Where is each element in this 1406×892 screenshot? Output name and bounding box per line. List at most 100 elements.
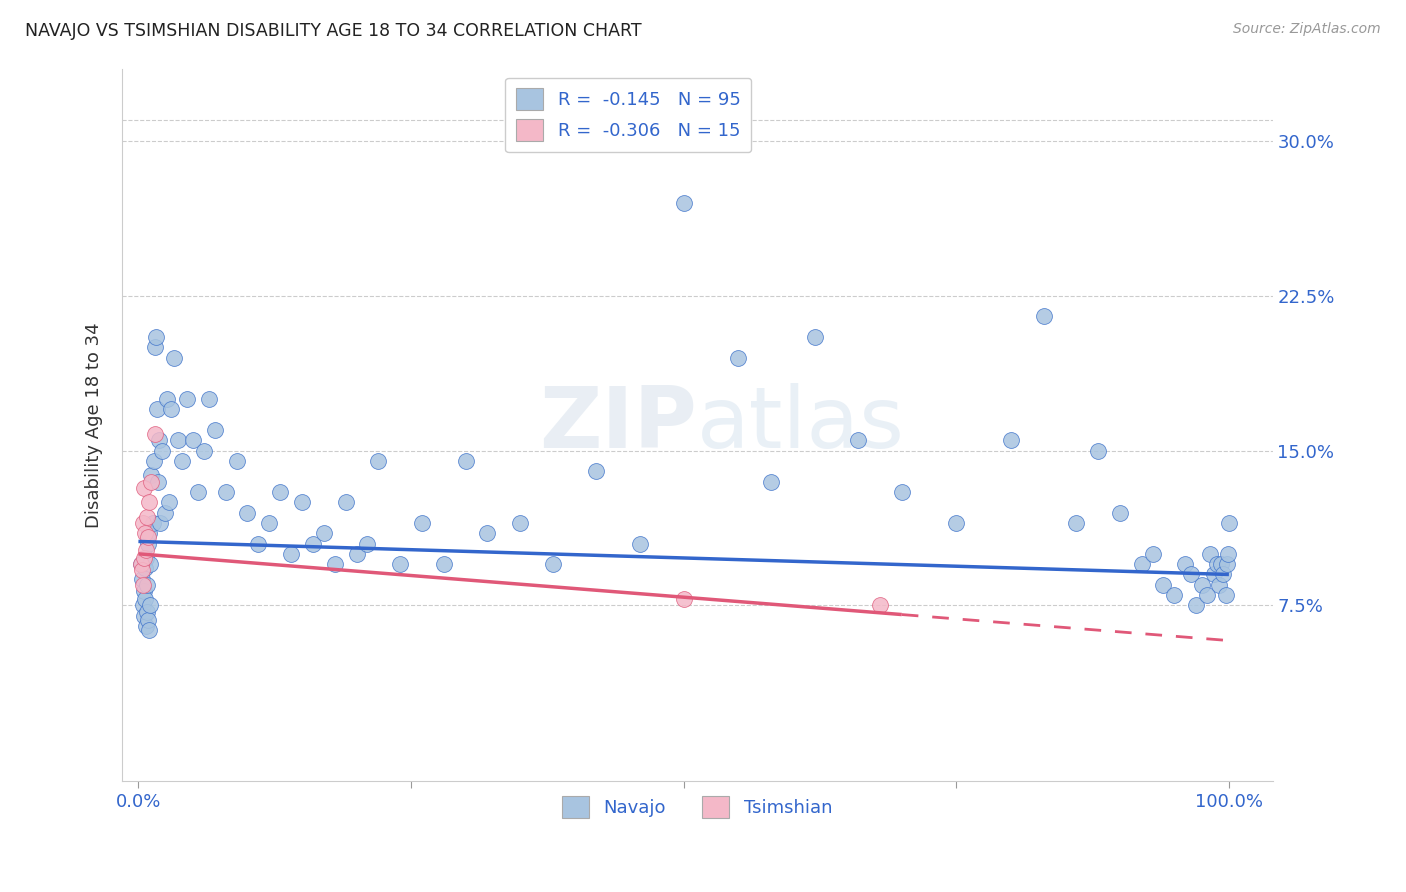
Point bbox=[132, 584, 155, 599]
Point bbox=[138, 495, 160, 509]
Point bbox=[1212, 567, 1234, 582]
Point bbox=[136, 536, 159, 550]
Point bbox=[247, 536, 270, 550]
Point bbox=[134, 561, 156, 575]
Point bbox=[132, 551, 155, 566]
Point bbox=[541, 557, 564, 571]
Point bbox=[1174, 557, 1197, 571]
Point bbox=[335, 495, 357, 509]
Point bbox=[1032, 310, 1054, 324]
Point bbox=[181, 434, 204, 448]
Point bbox=[170, 454, 193, 468]
Point bbox=[214, 484, 236, 499]
Point bbox=[628, 536, 651, 550]
Point bbox=[1211, 557, 1233, 571]
Point bbox=[142, 454, 165, 468]
Point bbox=[433, 557, 456, 571]
Point bbox=[136, 613, 159, 627]
Point bbox=[145, 330, 167, 344]
Y-axis label: Disability Age 18 to 34: Disability Age 18 to 34 bbox=[86, 322, 103, 527]
Point bbox=[129, 557, 152, 571]
Point bbox=[156, 392, 179, 406]
Point bbox=[509, 516, 531, 530]
Point bbox=[136, 530, 159, 544]
Point bbox=[1215, 588, 1237, 602]
Point bbox=[142, 516, 165, 530]
Point bbox=[135, 551, 157, 566]
Point bbox=[1208, 578, 1230, 592]
Point bbox=[136, 578, 159, 592]
Point bbox=[454, 454, 477, 468]
Point bbox=[346, 547, 368, 561]
Point bbox=[1199, 547, 1222, 561]
Point bbox=[163, 351, 186, 365]
Point bbox=[312, 526, 335, 541]
Point bbox=[759, 475, 782, 489]
Point bbox=[146, 475, 169, 489]
Point bbox=[131, 572, 153, 586]
Point bbox=[280, 547, 302, 561]
Point bbox=[1218, 516, 1240, 530]
Point bbox=[291, 495, 314, 509]
Legend: Navajo, Tsimshian: Navajo, Tsimshian bbox=[555, 789, 839, 825]
Point bbox=[585, 464, 607, 478]
Text: atlas: atlas bbox=[697, 384, 905, 467]
Point bbox=[1142, 547, 1164, 561]
Point bbox=[225, 454, 247, 468]
Point bbox=[1216, 547, 1239, 561]
Point bbox=[389, 557, 412, 571]
Point bbox=[141, 468, 163, 483]
Point bbox=[187, 484, 209, 499]
Point bbox=[176, 392, 198, 406]
Point bbox=[236, 506, 259, 520]
Point bbox=[135, 619, 157, 633]
Point bbox=[1000, 434, 1022, 448]
Text: Source: ZipAtlas.com: Source: ZipAtlas.com bbox=[1233, 22, 1381, 37]
Point bbox=[846, 434, 869, 448]
Point bbox=[139, 599, 162, 613]
Point bbox=[131, 563, 153, 577]
Point bbox=[356, 536, 378, 550]
Point bbox=[803, 330, 825, 344]
Point bbox=[139, 557, 162, 571]
Point bbox=[134, 592, 156, 607]
Point bbox=[1087, 443, 1109, 458]
Point bbox=[259, 516, 281, 530]
Point bbox=[269, 484, 291, 499]
Point bbox=[136, 509, 159, 524]
Point bbox=[869, 599, 891, 613]
Point bbox=[149, 516, 172, 530]
Point bbox=[1185, 599, 1208, 613]
Point bbox=[132, 516, 155, 530]
Point bbox=[672, 592, 695, 607]
Point bbox=[136, 605, 159, 619]
Point bbox=[153, 506, 176, 520]
Point bbox=[1163, 588, 1185, 602]
Point bbox=[160, 402, 183, 417]
Point bbox=[890, 484, 912, 499]
Point bbox=[132, 608, 155, 623]
Point bbox=[138, 624, 160, 638]
Point bbox=[1064, 516, 1087, 530]
Text: NAVAJO VS TSIMSHIAN DISABILITY AGE 18 TO 34 CORRELATION CHART: NAVAJO VS TSIMSHIAN DISABILITY AGE 18 TO… bbox=[25, 22, 643, 40]
Point bbox=[727, 351, 749, 365]
Point bbox=[1108, 506, 1130, 520]
Point bbox=[132, 599, 155, 613]
Point bbox=[204, 423, 226, 437]
Point bbox=[1215, 557, 1237, 571]
Point bbox=[193, 443, 215, 458]
Point bbox=[302, 536, 325, 550]
Point bbox=[1130, 557, 1153, 571]
Point bbox=[1191, 578, 1213, 592]
Point bbox=[1180, 567, 1202, 582]
Point bbox=[146, 402, 169, 417]
Point bbox=[411, 516, 433, 530]
Point bbox=[1202, 567, 1225, 582]
Point bbox=[138, 526, 160, 541]
Point bbox=[157, 495, 180, 509]
Point bbox=[129, 557, 152, 571]
Point bbox=[152, 443, 174, 458]
Point bbox=[323, 557, 346, 571]
Point bbox=[672, 195, 695, 210]
Point bbox=[166, 434, 188, 448]
